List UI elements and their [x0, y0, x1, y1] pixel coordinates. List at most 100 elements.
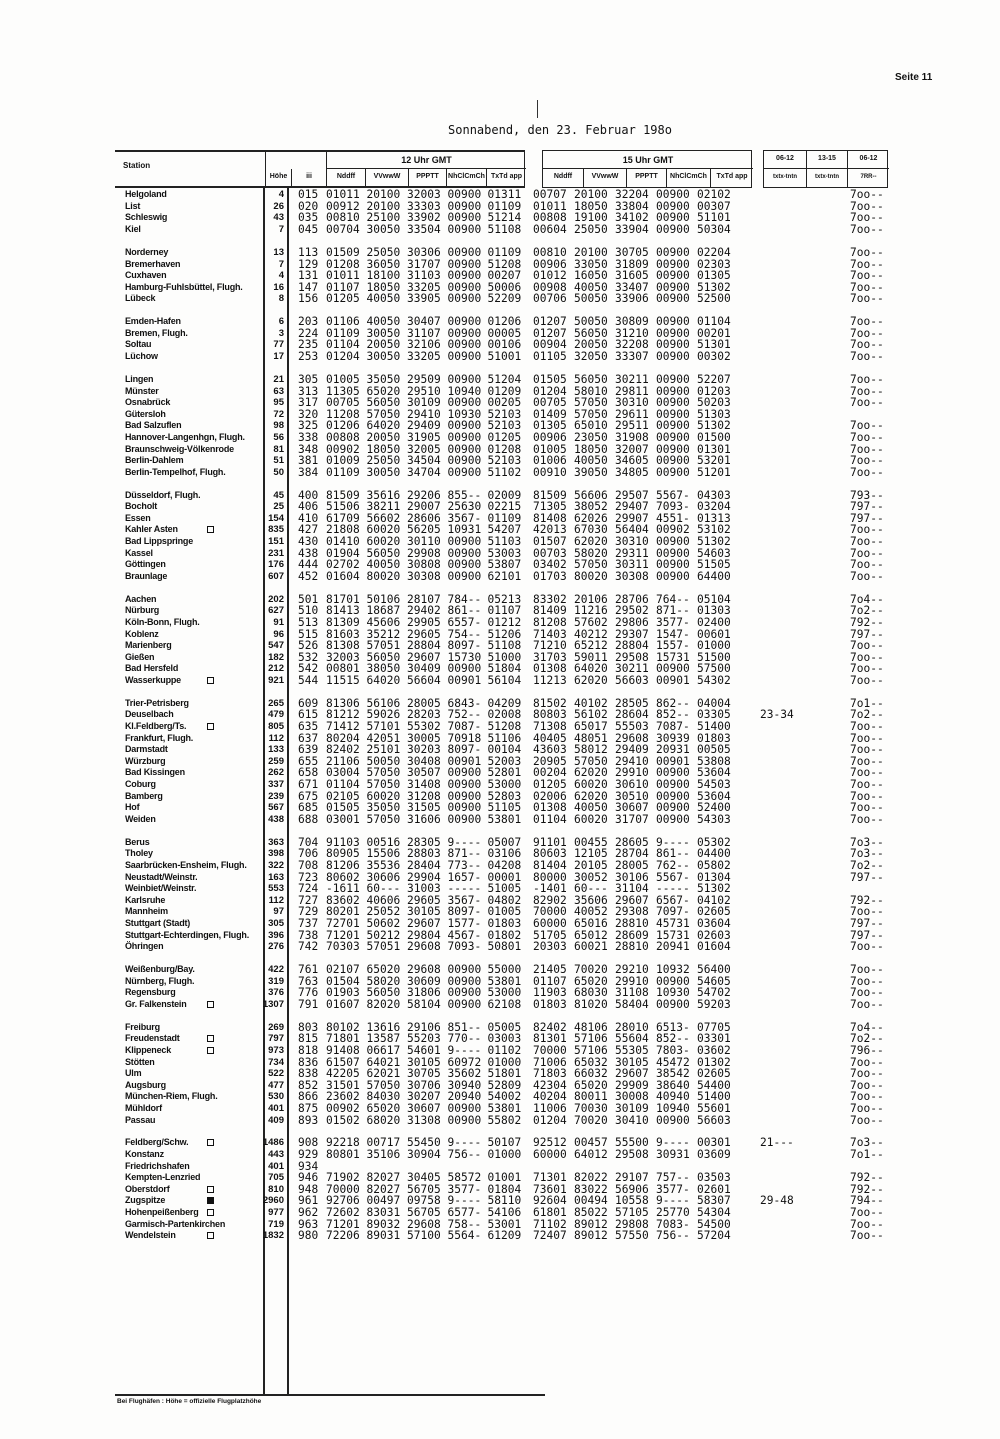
obs-12-group: 30050: [366, 326, 401, 340]
station-index: 727: [298, 893, 319, 907]
obs-12-group: 00810: [326, 211, 360, 225]
table-row: Marienberg 547 526 81308 57051 28804 8097- 5110…: [0, 640, 1000, 652]
obs-15-group: 05104: [697, 592, 731, 606]
station-name: Hamburg-Fuhlsbüttel, Flugh.: [125, 281, 243, 292]
station-name: Berlin-Dahlem: [125, 455, 184, 466]
table-row: Gütersloh 72 320 11208 57050 29410 10930 52103 0…: [0, 409, 1000, 421]
table-row: Mühldorf 401 875 00902 65020 30607 00900 53801 1…: [0, 1103, 1000, 1115]
obs-15-group: 60---: [574, 882, 608, 896]
obs-12-group: 00900: [447, 1101, 482, 1115]
table-row: Kahler Asten 835 427 21808 60020 56205 10931 54…: [0, 524, 1000, 536]
obs-15-group: 15731: [656, 650, 690, 664]
precip-group: 7oo--: [850, 280, 884, 294]
obs-12-group: 00900: [447, 199, 482, 213]
table-row: Weinbiet/Weinstr. 553 724 -1611 60--- 31003 --…: [0, 883, 1000, 895]
header-station: Station: [123, 161, 151, 170]
station-height: 734: [268, 1056, 284, 1068]
station-height: 154: [268, 512, 284, 524]
obs-12-group: 00717: [366, 1136, 401, 1150]
obs-15-group: 29806: [615, 615, 649, 629]
station-height: 305: [268, 917, 284, 929]
obs-12-group: 50212: [366, 928, 401, 942]
obs-15-group: 33307: [615, 350, 649, 363]
table-row: Wendelstein 1832 980 72206 89031 57100 5564- 61…: [0, 1230, 1000, 1242]
obs-12-group: 64020: [366, 673, 401, 687]
obs-15-group: 02102: [697, 188, 731, 202]
obs-15-group: 00810: [533, 245, 567, 259]
obs-12-group: 29510: [407, 384, 441, 398]
obs-15-group: 11006: [533, 1101, 567, 1115]
obs-12-group: 06617: [366, 1043, 401, 1057]
obs-12-group: 50801: [487, 940, 522, 954]
station-name: Düsseldorf, Flugh.: [125, 489, 201, 500]
station-index: 526: [298, 639, 319, 653]
obs-12-group: 00900: [447, 372, 482, 386]
station-height: 51: [273, 455, 284, 467]
header-15-group: 15 Uhr GMT Nddff VVwwW PPPTT NhClCmCh Tx…: [542, 150, 753, 188]
station-name: Wendelstein: [125, 1230, 176, 1241]
obs-15-group: 20106: [574, 592, 608, 606]
obs-12-group: 82402: [326, 743, 360, 757]
station-height: 265: [268, 697, 284, 709]
obs-15-group: 43603: [533, 743, 567, 757]
station-index: 430: [298, 535, 319, 548]
obs-15-group: 62020: [574, 789, 608, 803]
station-index: 723: [298, 870, 319, 884]
obs-15-group: 30809: [615, 315, 649, 329]
obs-12-group: 32003: [326, 650, 360, 664]
obs-15-group: 29910: [615, 766, 649, 780]
station-name: Koblenz: [125, 628, 159, 639]
precip-group: 797--: [850, 511, 884, 525]
station-height: 705: [268, 1172, 284, 1184]
obs-15-group: 30310: [615, 396, 649, 410]
obs-15-group: 7087-: [656, 720, 690, 733]
obs-12-group: 50106: [366, 592, 401, 606]
obs-12-group: 00900: [447, 778, 482, 791]
open-square-icon: [207, 1139, 214, 1147]
obs-12-group: 9----: [447, 1043, 482, 1057]
obs-12-group: 71201: [326, 928, 360, 942]
obs-15-group: 20905: [533, 754, 567, 768]
obs-12-group: 01204: [326, 350, 360, 363]
precip-group: 7o3--: [850, 835, 884, 849]
precip-group: 796--: [850, 1043, 884, 1057]
obs-15-group: 02204: [697, 245, 731, 259]
table-row: Würzburg 259 655 21106 50050 30408 00901 52003 2…: [0, 756, 1000, 768]
obs-15-group: 82902: [533, 893, 567, 907]
obs-15-group: 50203: [697, 396, 731, 410]
station-height: 95: [273, 397, 284, 409]
obs-15-group: 07705: [697, 1020, 731, 1034]
obs-15-group: 62026: [574, 511, 608, 525]
obs-15-group: 58307: [697, 1194, 731, 1208]
header-15-col: TxTd app: [710, 169, 753, 187]
obs-15-group: 30939: [656, 731, 690, 745]
station-index: 381: [298, 454, 319, 468]
obs-15-group: 01301: [697, 442, 731, 456]
station-height: 63: [273, 385, 284, 397]
obs-15-group: 31908: [615, 430, 649, 444]
obs-15-group: 861--: [656, 847, 690, 861]
obs-12-group: 9----: [447, 835, 482, 849]
table-row: Münster 63 313 11305 65020 29510 10940 01209 012…: [0, 384, 1000, 398]
table-row: Nürburg 627 510 81413 18687 29402 861-- 01107 81…: [0, 605, 1000, 617]
obs-15-group: 71803: [533, 1067, 567, 1081]
obs-15-group: 23050: [574, 430, 608, 444]
table-row: Feldberg/Schw. 1486 908 92218 00717 55450 9---…: [0, 1137, 1000, 1149]
obs-12-group: 81509: [326, 488, 360, 502]
obs-12-group: 56604: [407, 673, 441, 687]
temp-extreme-06-12: 23-34: [760, 708, 794, 722]
station-index: 948: [298, 1182, 319, 1196]
obs-12-group: 35050: [366, 801, 401, 815]
station-height: 396: [268, 929, 284, 941]
obs-15-group: 00900: [656, 465, 690, 479]
station-name: Mühldorf: [125, 1102, 162, 1113]
obs-12-group: 28005: [407, 696, 441, 710]
header-15-col: PPPTT: [626, 169, 666, 187]
station-name: Freiburg: [125, 1021, 160, 1032]
obs-12-group: 00705: [326, 396, 360, 410]
station-index: 113: [298, 245, 319, 259]
obs-15-group: 04400: [697, 847, 731, 861]
obs-12-group: 01011: [326, 269, 360, 283]
obs-12-group: 871--: [447, 847, 482, 861]
obs-12-group: 01104: [326, 338, 360, 352]
